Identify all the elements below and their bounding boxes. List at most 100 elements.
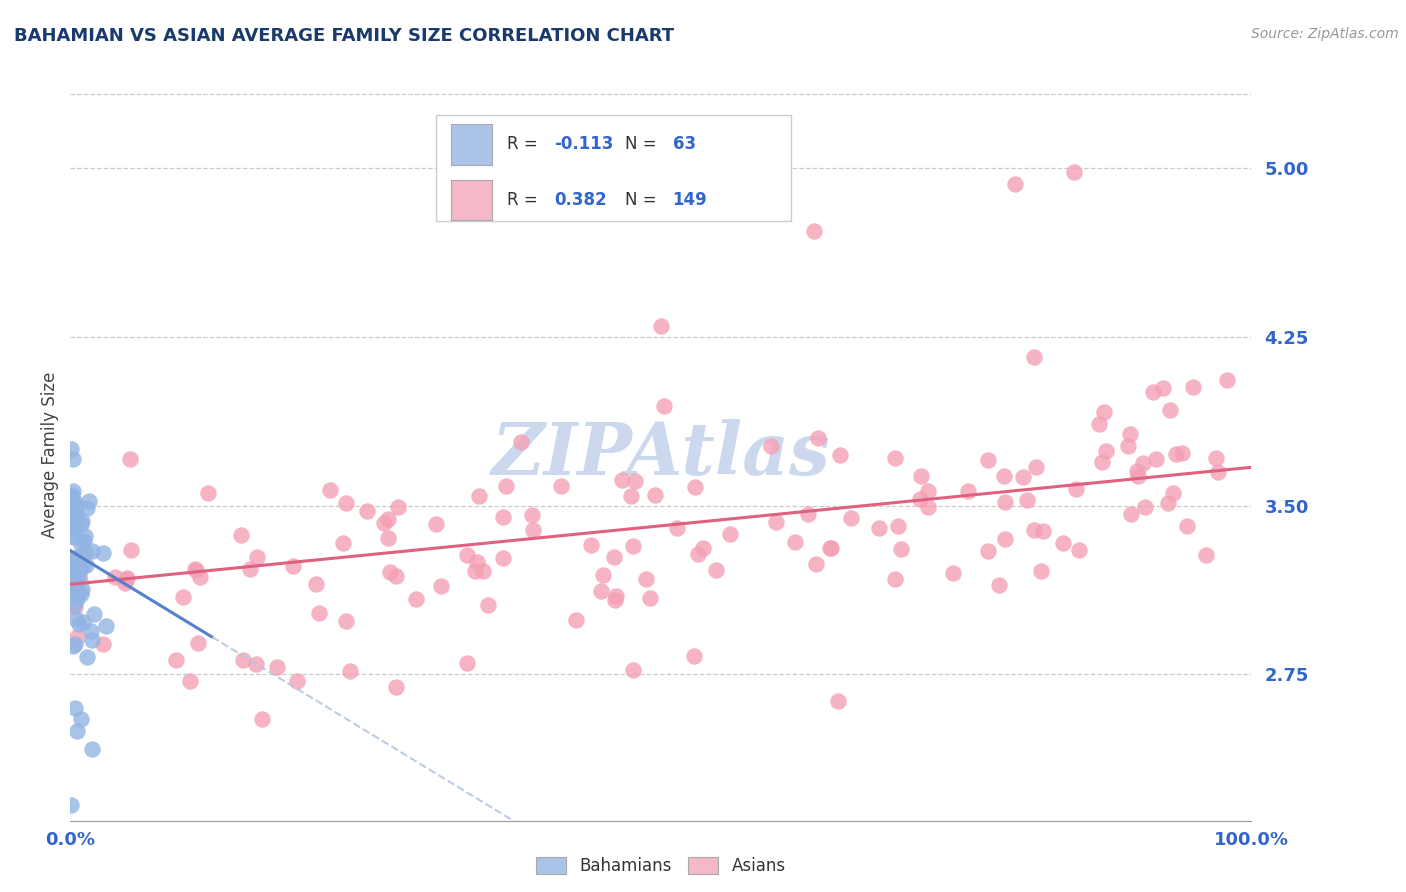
Point [96,619,118,633]
Point [910,468,932,483]
Point [72,514,94,528]
Point [623,475,645,489]
Point [76,650,98,665]
FancyBboxPatch shape [450,179,492,219]
Point [70,587,93,601]
Point [65,560,87,574]
Point [592,568,614,582]
Text: 63: 63 [672,136,696,153]
Point [1017,493,1039,508]
Point [60,442,83,456]
Point [994,532,1017,546]
Point [60,488,83,502]
Point [1181,380,1204,394]
Point [683,480,706,494]
Point [1125,464,1147,478]
Point [827,694,849,708]
Point [1024,350,1046,364]
Point [91,637,114,651]
Text: 0.382: 0.382 [554,191,607,209]
Point [114,576,136,591]
Point [62,574,84,588]
Point [65,637,87,651]
Point [650,318,672,333]
Point [186,636,208,650]
Point [179,674,201,689]
FancyBboxPatch shape [436,115,790,221]
Point [59,552,82,566]
Text: N =: N = [626,191,662,209]
Point [1064,483,1087,497]
Point [1159,403,1181,417]
Point [387,500,409,514]
Point [250,712,273,726]
Point [1195,548,1218,562]
Point [385,680,408,694]
Point [495,479,517,493]
Point [239,562,262,576]
Point [652,400,675,414]
Point [65,574,87,588]
Point [977,453,1000,467]
Point [232,653,254,667]
Point [804,557,827,571]
Point [184,563,207,577]
Point [1092,405,1115,419]
Point [803,224,825,238]
Point [603,550,626,565]
Point [456,548,478,562]
Point [820,541,842,555]
FancyBboxPatch shape [450,124,492,165]
Point [610,473,633,487]
Point [621,663,644,677]
Point [62,568,84,582]
Point [70,559,93,574]
Point [59,508,82,522]
Point [759,439,782,453]
Point [67,568,90,582]
Point [467,555,489,569]
Point [79,494,101,508]
Point [464,564,486,578]
Point [783,535,806,549]
Point [520,508,543,523]
Point [828,448,851,462]
Point [80,624,103,638]
Point [917,484,939,499]
Point [67,586,90,600]
Point [66,630,89,644]
Point [60,797,83,812]
Point [65,585,87,599]
Text: ZIPAtlas: ZIPAtlas [492,419,830,491]
Point [492,551,515,566]
Point [59,505,82,519]
Point [1012,469,1035,483]
Point [1052,536,1074,550]
Point [405,591,427,606]
Point [70,537,93,551]
Point [1091,455,1114,469]
Point [60,497,83,511]
Point [65,599,87,614]
Point [522,523,544,537]
Point [1205,451,1227,466]
Text: R =: R = [508,136,543,153]
Point [62,639,84,653]
Point [956,483,979,498]
Point [1069,543,1091,558]
Point [332,536,354,550]
Point [1004,177,1026,191]
Point [285,674,308,689]
Point [67,550,90,565]
Point [666,521,689,535]
Point [266,660,288,674]
Point [65,505,87,519]
Point [718,526,741,541]
Point [683,649,706,664]
Point [62,452,84,467]
Point [1164,447,1187,461]
Text: N =: N = [626,136,662,153]
Point [456,657,478,671]
Point [839,511,862,525]
Point [63,551,86,566]
